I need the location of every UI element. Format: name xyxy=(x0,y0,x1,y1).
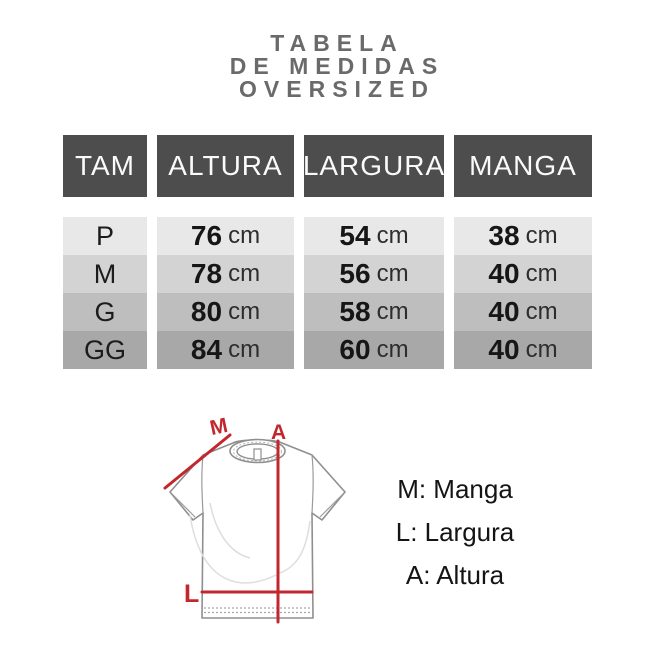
title-line-2: DE MEDIDAS xyxy=(229,53,445,79)
hem-stitching xyxy=(204,607,311,614)
measurement-legend: M: Manga L: Largura A: Altura xyxy=(370,476,540,605)
largura-value: 58 cm xyxy=(304,293,444,331)
size-label: G xyxy=(63,293,147,331)
manga-value: 38 cm xyxy=(454,217,592,255)
altura-value: 78 cm xyxy=(157,255,294,293)
column-header-largura: LARGURA xyxy=(303,135,444,197)
largura-value: 56 cm xyxy=(304,255,444,293)
collar-tag xyxy=(253,448,262,461)
legend-item-altura: A: Altura xyxy=(405,560,505,590)
altura-value: 76 cm xyxy=(157,217,294,255)
tshirt-measurement-diagram: M A L xyxy=(150,403,360,635)
size-label: P xyxy=(63,217,147,255)
altura-label: A xyxy=(271,421,286,444)
measurement-lines xyxy=(163,433,314,624)
manga-value: 40 cm xyxy=(454,255,592,293)
largura-label: L xyxy=(184,580,199,608)
title-line-1: TABELA xyxy=(270,30,404,56)
altura-value: 84 cm xyxy=(157,331,294,369)
largura-value: 60 cm xyxy=(304,331,444,369)
size-table-body: P 76 cm 54 cm 38 cm M 78 cm 56 cm 40 cm G 80 cm… xyxy=(63,217,593,369)
fabric-fold-lines xyxy=(189,502,311,584)
column-header-tam: TAM xyxy=(63,135,147,197)
measure-labels: M A L xyxy=(184,414,286,608)
armhole-seams xyxy=(171,454,344,518)
tshirt-diagram-svg: M A L xyxy=(163,414,346,624)
column-header-manga: MANGA xyxy=(454,135,592,197)
page-title: TABELA DE MEDIDAS OVERSIZED xyxy=(0,32,660,101)
title-line-3: OVERSIZED xyxy=(239,76,435,102)
legend-item-manga: M: Manga xyxy=(397,474,513,504)
column-header-altura: ALTURA xyxy=(157,135,294,197)
size-table-header: TAM ALTURA LARGURA MANGA xyxy=(63,135,593,197)
manga-label: M xyxy=(208,414,230,440)
size-label: M xyxy=(63,255,147,293)
manga-value: 40 cm xyxy=(454,331,592,369)
largura-value: 54 cm xyxy=(304,217,444,255)
manga-measure-line xyxy=(163,433,232,490)
manga-value: 40 cm xyxy=(454,293,592,331)
altura-value: 80 cm xyxy=(157,293,294,331)
size-label: GG xyxy=(63,331,147,369)
legend-item-largura: L: Largura xyxy=(395,517,515,547)
